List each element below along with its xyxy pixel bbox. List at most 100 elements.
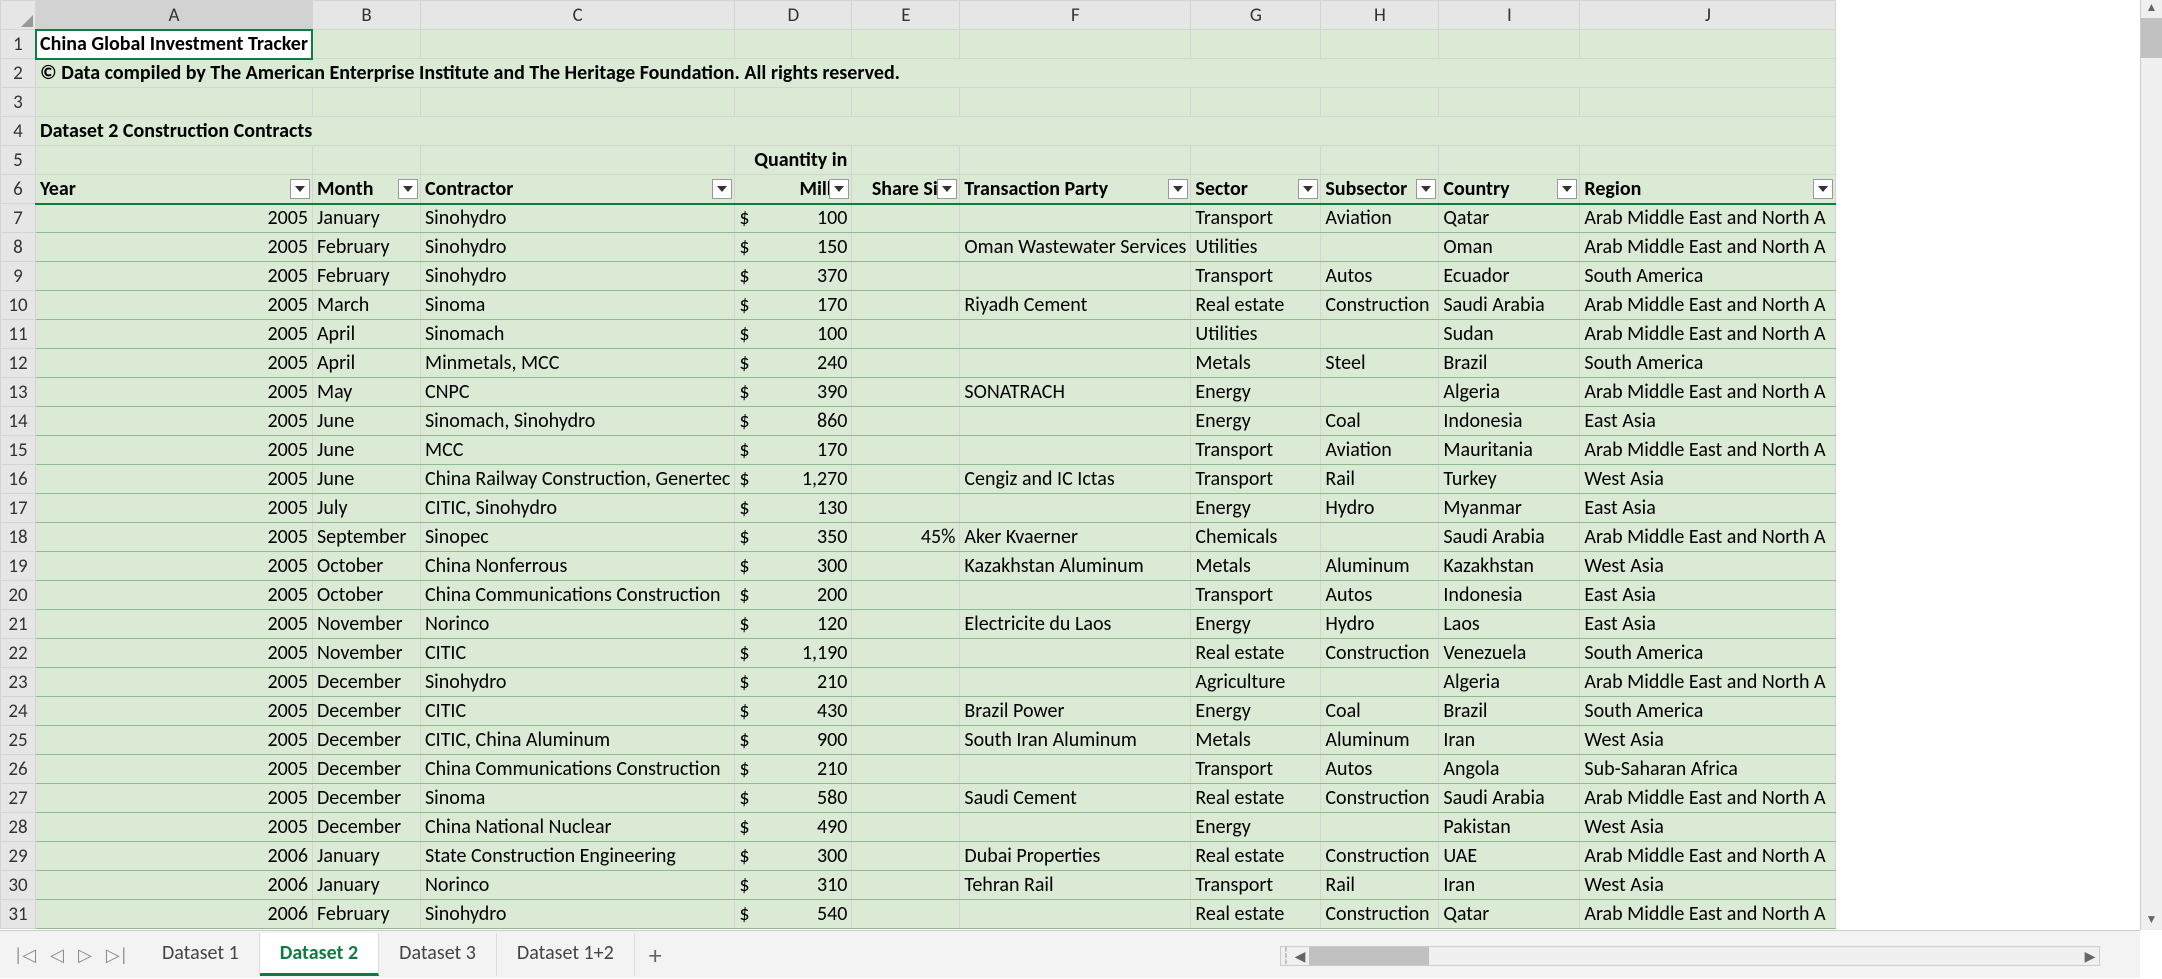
cell-share[interactable]	[852, 407, 960, 436]
vertical-scrollbar[interactable]: ▲ ▼	[2140, 0, 2162, 930]
cell-qty[interactable]: $120	[735, 610, 852, 639]
col-header-B[interactable]: B	[312, 1, 420, 30]
filter-button-sector[interactable]	[1298, 179, 1318, 199]
cell-country[interactable]: Iran	[1439, 871, 1580, 900]
cell[interactable]	[1439, 88, 1580, 117]
cell-country[interactable]: Qatar	[1439, 204, 1580, 233]
cell-A2[interactable]: © Data compiled by The American Enterpri…	[36, 59, 1836, 88]
cell-month[interactable]: January	[312, 204, 420, 233]
table-header-qty2[interactable]: Millio	[735, 175, 852, 204]
cell-contractor[interactable]: Sinohydro	[420, 233, 734, 262]
cell-year[interactable]: 2005	[36, 436, 313, 465]
row-header-8[interactable]: 8	[1, 233, 36, 262]
cell-qty[interactable]: $150	[735, 233, 852, 262]
cell-month[interactable]: June	[312, 436, 420, 465]
cell-subsector[interactable]	[1321, 233, 1439, 262]
cell-sector[interactable]: Chemicals	[1191, 523, 1321, 552]
table-header-contractor[interactable]: Contractor	[420, 175, 734, 204]
cell-region[interactable]: Sub-Saharan Africa	[1580, 755, 1836, 784]
cell-share[interactable]	[852, 262, 960, 291]
cell-subsector[interactable]: Autos	[1321, 262, 1439, 291]
cell[interactable]	[420, 30, 734, 59]
cell-month[interactable]: June	[312, 407, 420, 436]
scroll-right-icon[interactable]: ▶	[2081, 948, 2099, 965]
cell-qty[interactable]: $900	[735, 726, 852, 755]
cell-year[interactable]: 2006	[36, 842, 313, 871]
cell-country[interactable]: Angola	[1439, 755, 1580, 784]
cell-party[interactable]	[960, 668, 1191, 697]
cell-region[interactable]: Arab Middle East and North A	[1580, 204, 1836, 233]
cell-party[interactable]: Electricite du Laos	[960, 610, 1191, 639]
cell-party[interactable]	[960, 581, 1191, 610]
cell-subsector[interactable]: Aviation	[1321, 204, 1439, 233]
filter-button-contractor[interactable]	[712, 179, 732, 199]
cell-qty[interactable]: $210	[735, 755, 852, 784]
cell-sector[interactable]: Metals	[1191, 349, 1321, 378]
cell-party[interactable]: Kazakhstan Aluminum	[960, 552, 1191, 581]
cell-contractor[interactable]: Sinopec	[420, 523, 734, 552]
row-header-5[interactable]: 5	[1, 146, 36, 175]
cell-sector[interactable]: Energy	[1191, 610, 1321, 639]
cell-party[interactable]: South Iran Aluminum	[960, 726, 1191, 755]
cell-region[interactable]: Arab Middle East and North A	[1580, 320, 1836, 349]
cell-contractor[interactable]: Sinomach	[420, 320, 734, 349]
cell-year[interactable]: 2005	[36, 697, 313, 726]
cell-year[interactable]: 2005	[36, 726, 313, 755]
cell-region[interactable]: East Asia	[1580, 494, 1836, 523]
cell-contractor[interactable]: CNPC	[420, 378, 734, 407]
cell-region[interactable]: Arab Middle East and North A	[1580, 291, 1836, 320]
cell-qty[interactable]: $240	[735, 349, 852, 378]
cell-party[interactable]	[960, 320, 1191, 349]
filter-button-qty2[interactable]	[829, 179, 849, 199]
cell-share[interactable]	[852, 436, 960, 465]
cell[interactable]	[420, 88, 734, 117]
cell-qty[interactable]: $370	[735, 262, 852, 291]
cell-qty[interactable]: $430	[735, 697, 852, 726]
cell-share[interactable]	[852, 610, 960, 639]
col-header-J[interactable]: J	[1580, 1, 1836, 30]
cell-region[interactable]: East Asia	[1580, 581, 1836, 610]
cell-qty[interactable]: $170	[735, 436, 852, 465]
scroll-down-icon[interactable]: ▼	[2141, 912, 2162, 930]
cell-party[interactable]: Dubai Properties	[960, 842, 1191, 871]
row-header-16[interactable]: 16	[1, 465, 36, 494]
cell-month[interactable]: December	[312, 726, 420, 755]
cell-contractor[interactable]: Minmetals, MCC	[420, 349, 734, 378]
cell-contractor[interactable]: CITIC	[420, 639, 734, 668]
cell-year[interactable]: 2005	[36, 552, 313, 581]
cell-qty[interactable]: $200	[735, 581, 852, 610]
cell-contractor[interactable]: State Construction Engineering	[420, 842, 734, 871]
cell-year[interactable]: 2005	[36, 494, 313, 523]
cell-country[interactable]: Indonesia	[1439, 581, 1580, 610]
row-header-22[interactable]: 22	[1, 639, 36, 668]
cell[interactable]	[36, 146, 313, 175]
cell-party[interactable]	[960, 755, 1191, 784]
cell-subsector[interactable]: Aluminum	[1321, 552, 1439, 581]
cell-country[interactable]: Ecuador	[1439, 262, 1580, 291]
cell-region[interactable]: South America	[1580, 349, 1836, 378]
cell-region[interactable]: South America	[1580, 697, 1836, 726]
cell-qty[interactable]: $210	[735, 668, 852, 697]
cell-subsector[interactable]: Autos	[1321, 755, 1439, 784]
cell-region[interactable]: Arab Middle East and North A	[1580, 668, 1836, 697]
cell-year[interactable]: 2005	[36, 523, 313, 552]
cell-qty[interactable]: $540	[735, 900, 852, 929]
scroll-up-icon[interactable]: ▲	[2141, 0, 2162, 18]
cell-contractor[interactable]: China Railway Construction, Genertec	[420, 465, 734, 494]
table-header-sector[interactable]: Sector	[1191, 175, 1321, 204]
cell-sector[interactable]: Transport	[1191, 436, 1321, 465]
cell-contractor[interactable]: Sinoma	[420, 291, 734, 320]
cell-party[interactable]: Cengiz and IC Ictas	[960, 465, 1191, 494]
add-sheet-button[interactable]: +	[635, 931, 676, 979]
cell[interactable]	[735, 30, 852, 59]
cell-share[interactable]	[852, 204, 960, 233]
cell-contractor[interactable]: CITIC, Sinohydro	[420, 494, 734, 523]
cell-country[interactable]: UAE	[1439, 842, 1580, 871]
filter-button-subsector[interactable]	[1416, 179, 1436, 199]
cell-sector[interactable]: Energy	[1191, 494, 1321, 523]
col-header-F[interactable]: F	[960, 1, 1191, 30]
cell-contractor[interactable]: Sinohydro	[420, 900, 734, 929]
row-header-11[interactable]: 11	[1, 320, 36, 349]
cell-country[interactable]: Laos	[1439, 610, 1580, 639]
sheet-tab-Dataset-3[interactable]: Dataset 3	[379, 933, 497, 976]
